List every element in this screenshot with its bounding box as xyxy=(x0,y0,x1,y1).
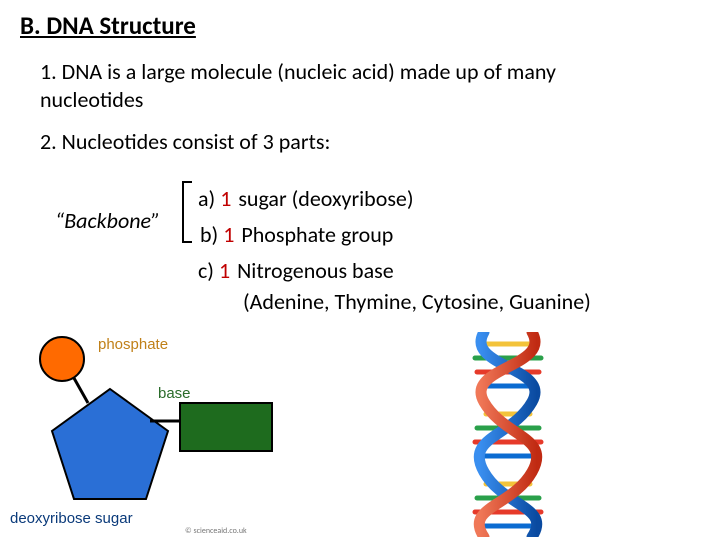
part-a: a) 1 sugar (deoxyribose) xyxy=(198,185,414,212)
part-c: c) 1 Nitrogenous base xyxy=(198,257,394,284)
paragraph-2: 2. Nucleotides consist of 3 parts: xyxy=(40,128,330,155)
phosphate-label: phosphate xyxy=(98,336,168,353)
base-label: base xyxy=(158,385,191,402)
part-b: b) 1 Phosphate group xyxy=(200,221,393,248)
section-heading: B. DNA Structure xyxy=(20,10,196,41)
nucleotide-diagram xyxy=(20,335,280,515)
part-a-post: sugar (deoxyribose) xyxy=(233,185,413,212)
part-c-pre: c) xyxy=(198,257,219,284)
pentagon-icon xyxy=(52,389,168,499)
deoxyribose-label: deoxyribose sugar xyxy=(10,510,133,527)
part-c-number: 1 xyxy=(219,257,232,284)
part-b-post: Phosphate group xyxy=(236,221,393,248)
part-a-number: 1 xyxy=(220,185,233,212)
part-c-bases: (Adenine, Thymine, Cytosine, Guanine) xyxy=(243,288,591,315)
part-a-pre: a) xyxy=(198,185,220,212)
dna-helix-icon xyxy=(460,332,556,537)
bracket-icon xyxy=(180,180,194,244)
paragraph-1: 1. DNA is a large molecule (nucleic acid… xyxy=(40,58,660,113)
part-b-pre: b) xyxy=(200,221,223,248)
base-icon xyxy=(180,403,272,451)
phosphate-icon xyxy=(40,337,84,381)
credit-text: © scienceaid.co.uk xyxy=(185,526,247,536)
backbone-label: “Backbone” xyxy=(55,207,160,234)
part-b-number: 1 xyxy=(223,221,236,248)
part-c-post: Nitrogenous base xyxy=(232,257,394,284)
